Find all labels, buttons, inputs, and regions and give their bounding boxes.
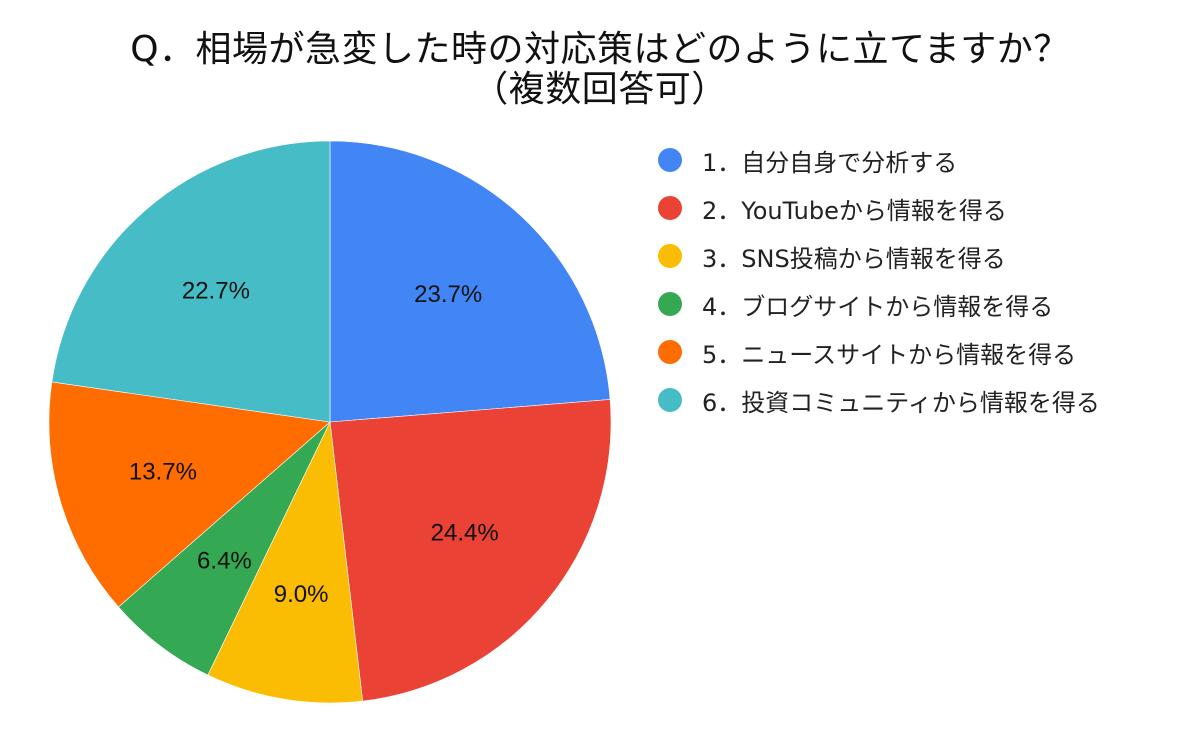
- pie-slice-labels: 23.7% 24.4% 9.0% 6.4% 13.7% 22.7%: [129, 277, 499, 608]
- chart-title-line1: Q．相場が急変した時の対応策はどのように立てますか？: [130, 29, 1070, 70]
- pie-slices: [48, 140, 612, 704]
- chart-title-line2: （複数回答可）: [472, 69, 728, 110]
- legend-label: 2．YouTubeから情報を得る: [702, 196, 1007, 225]
- circle-swatch-icon: [658, 244, 682, 268]
- legend-label: 6．投資コミュニティから情報を得る: [702, 388, 1100, 417]
- slice-percent-label: 23.7%: [414, 281, 482, 308]
- circle-swatch-icon: [658, 148, 682, 172]
- slice-percent-label: 24.4%: [431, 520, 499, 547]
- circle-swatch-icon: [658, 340, 682, 364]
- pie-slice-6[interactable]: [51, 140, 331, 423]
- pie-slice-5[interactable]: [48, 381, 331, 608]
- pie-slice-1[interactable]: [329, 140, 611, 423]
- circle-swatch-icon: [658, 388, 682, 412]
- legend-item-5[interactable]: 5．ニュースサイトから情報を得る: [658, 328, 1100, 376]
- slice-percent-label: 13.7%: [129, 458, 197, 485]
- slice-percent-label: 6.4%: [197, 548, 252, 575]
- circle-swatch-icon: [658, 292, 682, 316]
- legend-label: 1．自分自身で分析する: [702, 148, 958, 177]
- legend: 1．自分自身で分析する 2．YouTubeから情報を得る 3．SNS投稿から情報…: [658, 136, 1100, 424]
- legend-item-2[interactable]: 2．YouTubeから情報を得る: [658, 184, 1100, 232]
- pie-slice-2[interactable]: [329, 399, 612, 702]
- slice-percent-label: 22.7%: [182, 277, 250, 304]
- legend-label: 3．SNS投稿から情報を得る: [702, 244, 1006, 273]
- legend-label: 5．ニュースサイトから情報を得る: [702, 340, 1077, 369]
- legend-item-3[interactable]: 3．SNS投稿から情報を得る: [658, 232, 1100, 280]
- pie-slice-4[interactable]: [118, 421, 331, 676]
- pie-slice-3[interactable]: [207, 420, 363, 704]
- chart-title: Q．相場が急変した時の対応策はどのように立てますか？ （複数回答可）: [0, 30, 1200, 110]
- circle-swatch-icon: [658, 196, 682, 220]
- legend-item-1[interactable]: 1．自分自身で分析する: [658, 136, 1100, 184]
- legend-item-6[interactable]: 6．投資コミュニティから情報を得る: [658, 376, 1100, 424]
- slice-percent-label: 9.0%: [274, 581, 329, 608]
- legend-label: 4．ブログサイトから情報を得る: [702, 292, 1054, 321]
- legend-item-4[interactable]: 4．ブログサイトから情報を得る: [658, 280, 1100, 328]
